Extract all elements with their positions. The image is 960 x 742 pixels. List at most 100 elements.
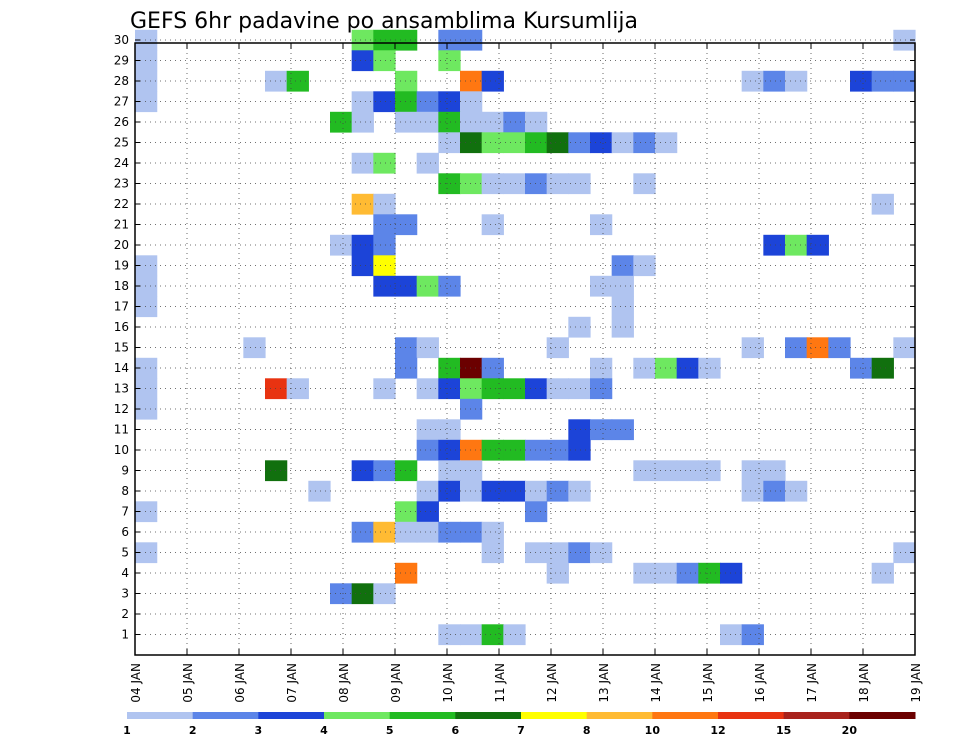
heatmap-cell — [416, 152, 439, 174]
colorbar-swatch — [783, 712, 850, 719]
heatmap-cell — [395, 337, 418, 359]
colorbar-label: 15 — [776, 724, 791, 737]
heatmap-cell — [351, 234, 374, 256]
heatmap-cell — [568, 378, 591, 400]
heatmap-cell — [481, 173, 504, 195]
heatmap-cell — [741, 70, 764, 92]
heatmap-cell — [655, 357, 678, 379]
heatmap-cell — [460, 173, 483, 195]
heatmap-cell — [806, 337, 829, 359]
y-tick-label: 3 — [121, 587, 129, 601]
heatmap-cell — [590, 132, 613, 154]
heatmap-cell — [633, 255, 656, 277]
y-tick-label: 1 — [121, 628, 129, 642]
heatmap-cell — [698, 357, 721, 379]
heatmap-cell — [633, 357, 656, 379]
heatmap-cell — [611, 255, 634, 277]
heatmap-cell — [460, 91, 483, 113]
heatmap-cell — [481, 439, 504, 461]
heatmap-cell — [590, 357, 613, 379]
heatmap-cell — [351, 521, 374, 543]
heatmap-cell — [395, 521, 418, 543]
heatmap-cell — [525, 378, 548, 400]
heatmap-cell — [481, 132, 504, 154]
heatmap-cell — [373, 193, 396, 215]
y-tick-label: 8 — [121, 484, 129, 498]
heatmap-cell — [741, 337, 764, 359]
heatmap-cell — [525, 501, 548, 523]
heatmap-cell — [871, 357, 894, 379]
x-tick-label: 09 JAN — [389, 663, 403, 703]
heatmap-cell — [460, 378, 483, 400]
heatmap-cell — [633, 173, 656, 195]
heatmap-cell — [698, 460, 721, 482]
heatmap-cell — [676, 562, 699, 584]
heatmap-cell — [503, 378, 526, 400]
heatmap-cell — [286, 70, 309, 92]
y-tick-label: 16 — [114, 320, 129, 334]
heatmap-cell — [481, 480, 504, 502]
x-tick-label: 06 JAN — [233, 663, 247, 703]
colorbar-swatch — [389, 712, 456, 719]
heatmap-cell — [416, 275, 439, 297]
plot-frame — [134, 42, 916, 656]
heatmap-cell — [135, 398, 158, 420]
x-tick-label: 15 JAN — [701, 663, 715, 703]
y-tick-label: 5 — [121, 546, 129, 560]
heatmap-cell — [785, 480, 808, 502]
y-tick-label: 12 — [114, 402, 129, 416]
heatmap-cell — [720, 562, 743, 584]
heatmap-cell — [568, 419, 591, 441]
heatmap-cell — [611, 132, 634, 154]
heatmap-cell — [503, 132, 526, 154]
heatmap-cell — [416, 111, 439, 133]
y-tick-label: 19 — [114, 259, 129, 273]
heatmap-cell — [871, 70, 894, 92]
heatmap-cell — [503, 111, 526, 133]
heatmap-cell — [763, 70, 786, 92]
heatmap-cell — [460, 132, 483, 154]
heatmap-cell — [460, 439, 483, 461]
heatmap-cell — [525, 111, 548, 133]
heatmap-cell — [438, 91, 461, 113]
colorbar-label: 6 — [452, 724, 460, 737]
heatmap-cell — [503, 480, 526, 502]
heatmap-cell — [893, 337, 916, 359]
heatmap-cell — [438, 357, 461, 379]
heatmap-cell — [568, 132, 591, 154]
heatmap-cell — [438, 173, 461, 195]
y-tick-label: 24 — [114, 156, 129, 170]
heatmap-cell — [763, 460, 786, 482]
x-tick-label: 16 JAN — [753, 663, 767, 703]
heatmap-cell — [633, 460, 656, 482]
heatmap-cell — [633, 562, 656, 584]
heatmap-cell — [806, 234, 829, 256]
heatmap-cell — [395, 91, 418, 113]
heatmap-cell — [546, 337, 569, 359]
heatmap-cell — [373, 152, 396, 174]
y-tick-label: 20 — [114, 238, 129, 252]
heatmap-cell — [416, 91, 439, 113]
y-tick-label: 22 — [114, 197, 129, 211]
heatmap-cell — [850, 357, 873, 379]
heatmap-cell — [438, 132, 461, 154]
colorbar-label: 3 — [255, 724, 263, 737]
heatmap-cell — [438, 111, 461, 133]
x-tick-label: 08 JAN — [337, 663, 351, 703]
heatmap-cell — [351, 29, 374, 51]
heatmap-cell — [395, 29, 418, 51]
colorbar-swatch — [127, 712, 194, 719]
colorbar-swatch — [586, 712, 653, 719]
heatmap-cell — [481, 357, 504, 379]
colorbar-swatch — [718, 712, 785, 719]
heatmap-cell — [698, 562, 721, 584]
colorbar-label: 10 — [645, 724, 661, 737]
colorbar-swatch — [258, 712, 325, 719]
heatmap-cell — [546, 480, 569, 502]
y-tick-label: 11 — [114, 423, 129, 437]
colorbar: 1 2 3 4 5 6 7 8 10 12 15 20 — [123, 712, 916, 737]
heatmap-cell — [460, 521, 483, 543]
colorbar-swatch — [324, 712, 391, 719]
heatmap-cell — [676, 460, 699, 482]
